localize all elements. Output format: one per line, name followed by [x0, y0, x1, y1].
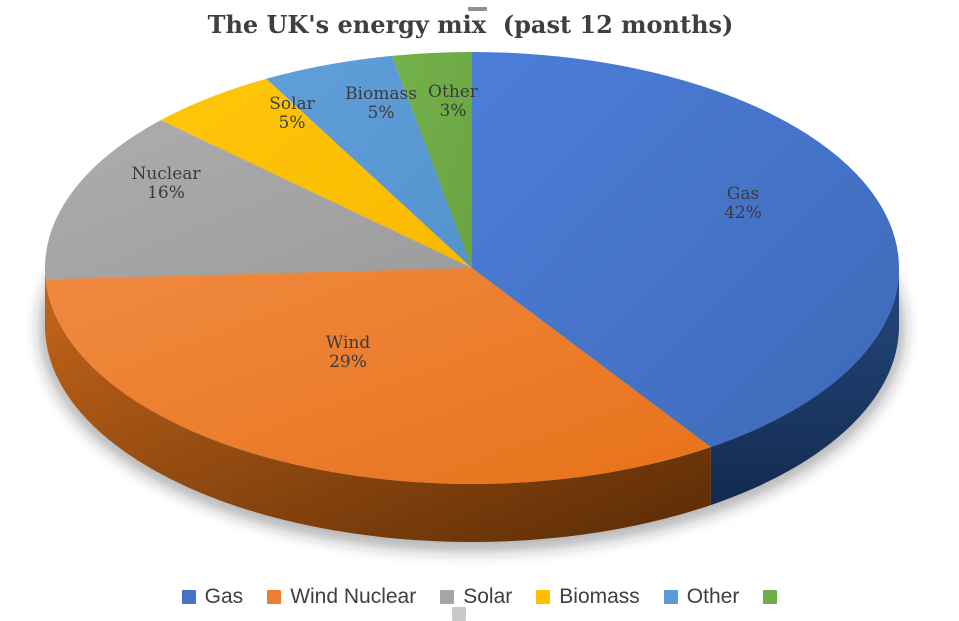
legend-swatch	[536, 590, 551, 604]
legend-item[interactable]: Biomass	[536, 585, 640, 609]
slice-label-wind: Wind 29%	[326, 333, 371, 372]
pie-group: Gas 42% Wind 29% Nuclear 16% Solar 5% Biomass 5% O…	[39, 52, 905, 552]
legend-item[interactable]: Other	[663, 585, 740, 609]
legend: Gas Wind Nuclear Solar Biomass Other	[0, 584, 959, 610]
legend-swatch	[440, 590, 455, 604]
pie-side-nuclear	[45, 268, 46, 338]
pie-slice-other[interactable]	[391, 52, 472, 268]
legend-item[interactable]: Gas	[181, 585, 244, 609]
legend-label: Gas	[204, 585, 244, 608]
legend-swatch	[267, 590, 282, 604]
legend-swatch	[181, 590, 196, 604]
title-artifact-dash	[468, 7, 487, 11]
legend-item[interactable]	[763, 590, 778, 604]
pie-slice-solar[interactable]	[160, 78, 472, 268]
legend-item[interactable]: Solar	[440, 585, 512, 609]
slice-label-other: Other 3%	[428, 82, 479, 121]
legend-label: Solar	[463, 585, 513, 608]
slice-label-nuclear: Nuclear 16%	[131, 164, 201, 203]
legend-overflow-swatch	[452, 607, 466, 621]
legend-label: Wind Nuclear	[290, 585, 417, 608]
slice-label-solar: Solar 5%	[269, 94, 315, 133]
legend-swatch	[763, 590, 778, 604]
legend-label: Other	[686, 585, 740, 608]
pie-slice-gas[interactable]	[472, 52, 899, 448]
pie-slice-biomass[interactable]	[266, 55, 472, 268]
legend-item[interactable]: Wind Nuclear	[267, 585, 416, 609]
slice-label-gas: Gas 42%	[724, 184, 762, 223]
chart-title: The UK's energy mix (past 12 months)	[207, 10, 734, 39]
slice-label-biomass: Biomass 5%	[345, 84, 417, 123]
pie-side-gas	[710, 268, 899, 506]
pie-slice-nuclear[interactable]	[44, 120, 472, 280]
pie-side-wind	[45, 279, 711, 542]
legend-swatch	[663, 590, 678, 604]
legend-label: Biomass	[559, 585, 640, 608]
pie-slice-wind[interactable]	[45, 268, 711, 484]
